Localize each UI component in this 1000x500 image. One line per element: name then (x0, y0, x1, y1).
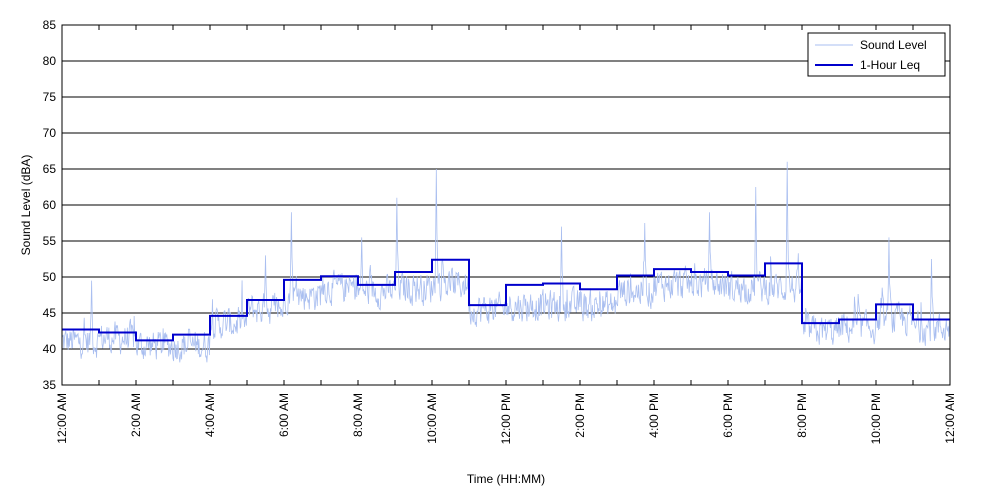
x-tick-label: 8:00 PM (795, 393, 809, 438)
x-tick-label: 8:00 AM (351, 393, 365, 437)
y-tick-label: 60 (43, 198, 57, 212)
x-tick-label: 12:00 AM (943, 393, 957, 444)
y-tick-label: 35 (43, 378, 57, 392)
y-tick-label: 70 (43, 126, 57, 140)
y-axis-ticks: 35 40 45 50 55 60 65 70 75 80 85 (43, 18, 950, 392)
y-tick-label: 85 (43, 18, 57, 32)
legend: Sound Level 1-Hour Leq (807, 32, 946, 77)
y-tick-label: 50 (43, 270, 57, 284)
y-tick-label: 45 (43, 306, 57, 320)
legend-label-sound-level: Sound Level (860, 38, 927, 52)
x-tick-label: 4:00 AM (203, 393, 217, 437)
legend-box (807, 32, 946, 77)
y-tick-label: 80 (43, 54, 57, 68)
legend-label-leq: 1-Hour Leq (860, 58, 920, 72)
x-tick-label: 6:00 PM (721, 393, 735, 438)
x-tick-label: 10:00 AM (425, 393, 439, 444)
x-tick-label: 2:00 PM (573, 393, 587, 438)
x-tick-label: 2:00 AM (129, 393, 143, 437)
x-axis-label: Time (HH:MM) (467, 472, 545, 486)
x-tick-label: 6:00 AM (277, 393, 291, 437)
y-tick-label: 65 (43, 162, 57, 176)
x-tick-label: 4:00 PM (647, 393, 661, 438)
leq-series (62, 258, 950, 342)
y-axis-label: Sound Level (dBA) (19, 155, 33, 256)
leq-step-line (62, 258, 950, 342)
y-tick-label: 75 (43, 90, 57, 104)
x-axis-ticks: 12:00 AM 2:00 AM 4:00 AM 6:00 AM 8:00 AM 10:0… (55, 25, 957, 444)
x-tick-label: 12:00 AM (55, 393, 69, 444)
x-tick-label: 12:00 PM (499, 393, 513, 444)
y-tick-label: 40 (43, 342, 57, 356)
x-tick-label: 10:00 PM (869, 393, 883, 444)
y-tick-label: 55 (43, 234, 57, 248)
